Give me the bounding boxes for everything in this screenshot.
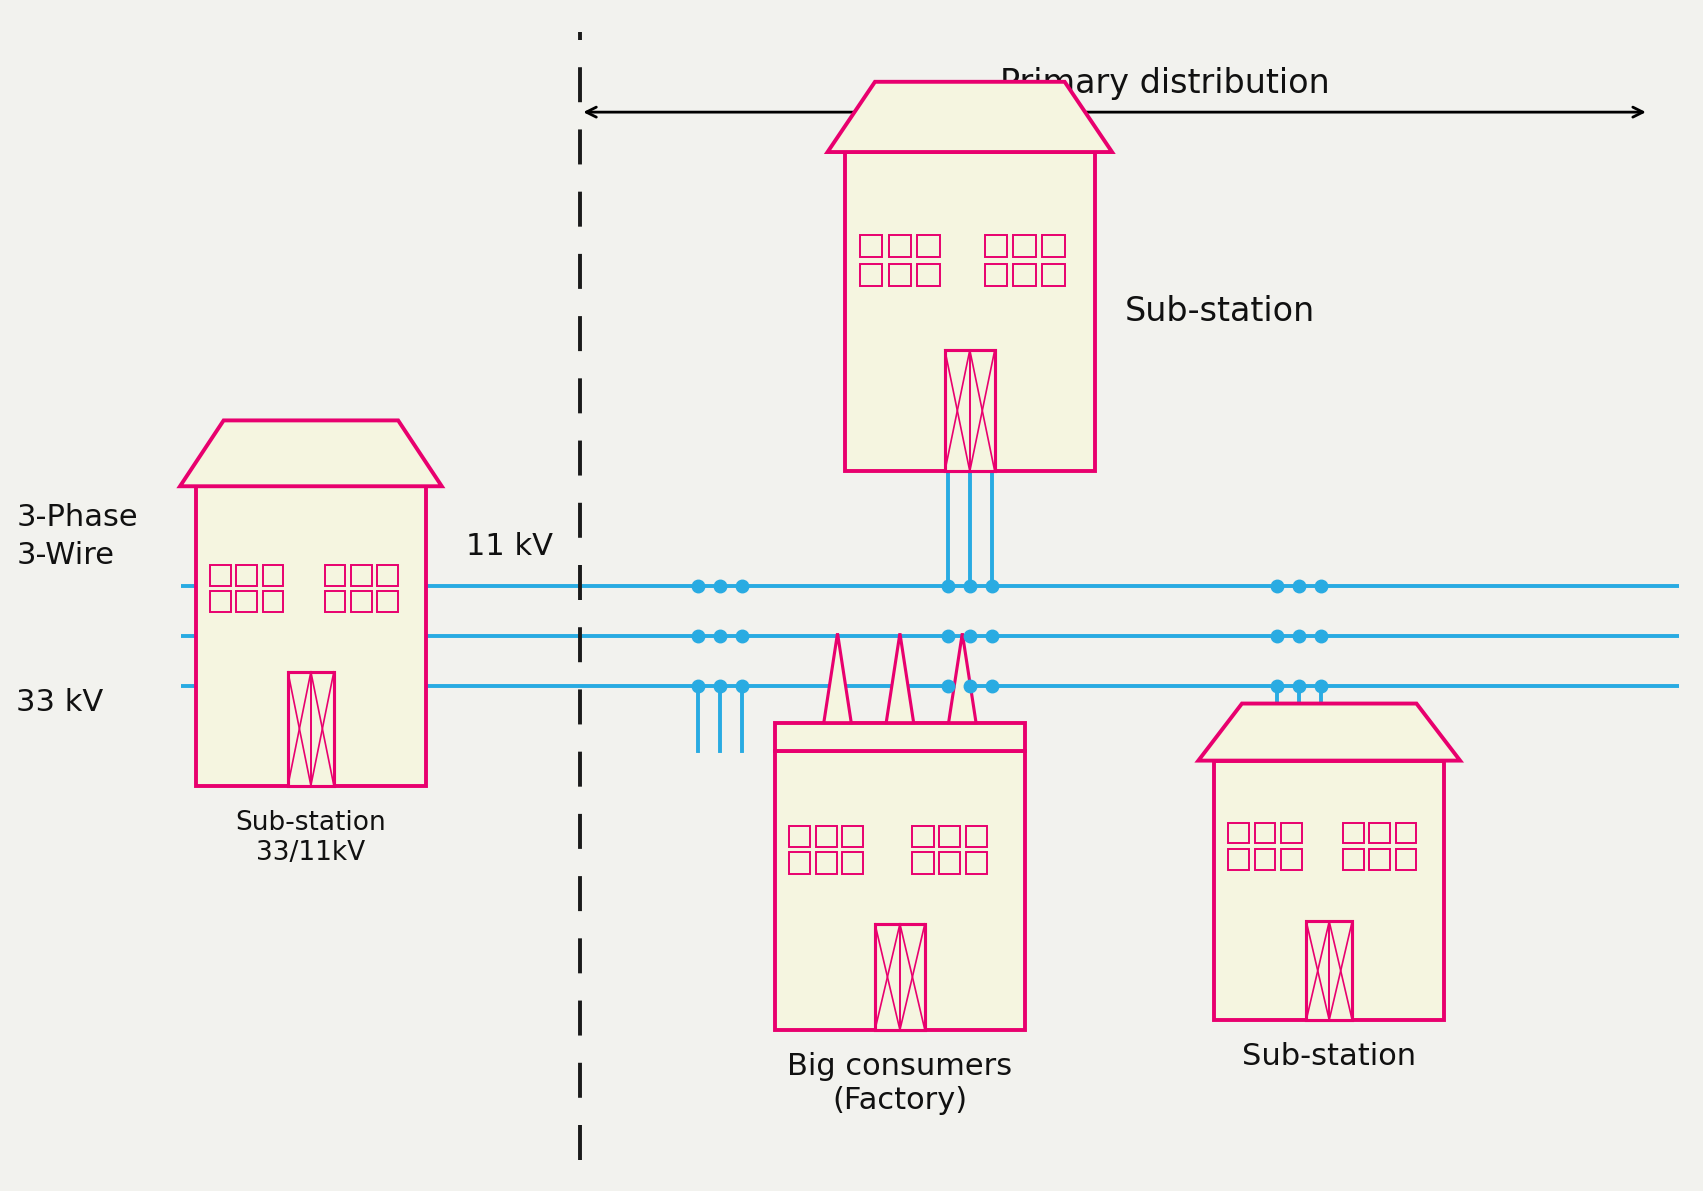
Bar	[1396, 849, 1417, 869]
Bar	[1306, 922, 1352, 1019]
Polygon shape	[824, 634, 852, 723]
Bar	[918, 263, 940, 286]
Bar	[351, 565, 371, 586]
Bar	[788, 825, 811, 847]
Polygon shape	[828, 82, 1112, 152]
Text: Sub-station: Sub-station	[1124, 295, 1315, 329]
Bar	[351, 591, 371, 612]
Bar	[938, 853, 960, 873]
Bar	[860, 263, 882, 286]
Bar	[1281, 823, 1301, 843]
Bar	[1369, 823, 1390, 843]
Text: Sub-station: Sub-station	[1241, 1042, 1417, 1071]
Bar	[1344, 849, 1364, 869]
Bar	[1228, 849, 1248, 869]
Text: Big consumers
(Factory): Big consumers (Factory)	[787, 1052, 1013, 1115]
Bar	[1042, 235, 1064, 257]
Bar	[966, 825, 988, 847]
Bar	[1255, 823, 1276, 843]
Bar	[1369, 849, 1390, 869]
Bar	[325, 565, 346, 586]
Bar	[1013, 235, 1035, 257]
Polygon shape	[1199, 704, 1459, 761]
Bar	[262, 591, 283, 612]
Bar	[775, 723, 1025, 750]
Bar	[938, 825, 960, 847]
Bar	[913, 825, 933, 847]
Bar	[378, 591, 399, 612]
Polygon shape	[181, 420, 441, 486]
Bar	[209, 591, 230, 612]
Bar	[1214, 761, 1444, 1019]
Polygon shape	[886, 634, 913, 723]
Bar	[1042, 263, 1064, 286]
Bar	[788, 853, 811, 873]
Bar	[845, 152, 1095, 472]
Bar	[288, 672, 334, 786]
Bar	[1281, 849, 1301, 869]
Bar	[196, 486, 426, 786]
Bar	[1255, 849, 1276, 869]
Bar	[984, 235, 1006, 257]
Bar	[816, 825, 836, 847]
Text: 33 kV: 33 kV	[17, 688, 104, 717]
Bar	[775, 750, 1025, 1030]
Text: Sub-station
33/11kV: Sub-station 33/11kV	[235, 811, 387, 867]
Bar	[1344, 823, 1364, 843]
Bar	[984, 263, 1006, 286]
Bar	[237, 591, 257, 612]
Bar	[889, 263, 911, 286]
Text: 11 kV: 11 kV	[465, 531, 553, 561]
Bar	[1228, 823, 1248, 843]
Bar	[875, 924, 925, 1030]
Text: 3-Phase
3-Wire: 3-Phase 3-Wire	[17, 503, 138, 569]
Bar	[860, 235, 882, 257]
Bar	[325, 591, 346, 612]
Bar	[918, 235, 940, 257]
Bar	[889, 235, 911, 257]
Bar	[843, 853, 863, 873]
Bar	[237, 565, 257, 586]
Bar	[209, 565, 230, 586]
Bar	[1013, 263, 1035, 286]
Bar	[816, 853, 836, 873]
Bar	[966, 853, 988, 873]
Bar	[262, 565, 283, 586]
Bar	[945, 350, 995, 472]
Bar	[378, 565, 399, 586]
Bar	[1396, 823, 1417, 843]
Text: Primary distribution: Primary distribution	[1000, 67, 1330, 100]
Polygon shape	[949, 634, 976, 723]
Bar	[843, 825, 863, 847]
Bar	[913, 853, 933, 873]
